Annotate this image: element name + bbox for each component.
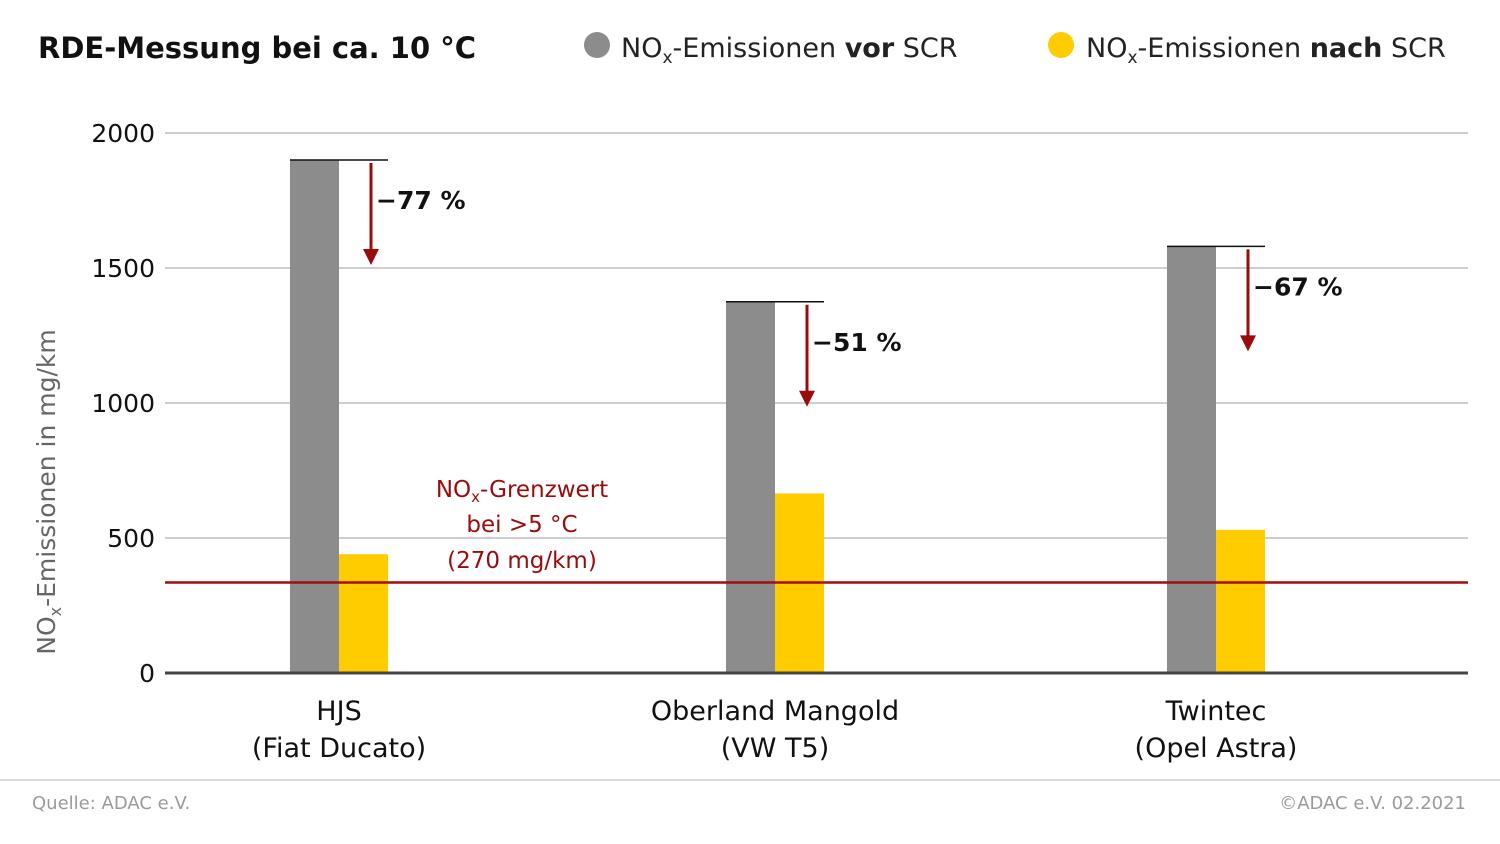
reduction-percentage: −51 %: [812, 328, 902, 357]
chart-title: RDE-Messung bei ca. 10 °C: [38, 31, 476, 65]
footer-source: Quelle: ADAC e.V.: [32, 793, 190, 814]
y-tick-label: 2000: [91, 119, 155, 148]
legend-marker-vor: [584, 32, 610, 58]
legend: NOx-Emissionen vor SCR NOx-Emissionen na…: [584, 32, 1446, 68]
category-label-line2: (Opel Astra): [1135, 733, 1298, 764]
bar-nach-scr: [1216, 529, 1265, 673]
category-label-line1: Oberland Mangold: [651, 696, 899, 727]
y-tick-label: 1500: [91, 254, 155, 283]
footer-copyright: ©ADAC e.V. 02.2021: [1279, 793, 1466, 814]
limit-label-line1: NOx-Grenzwert: [436, 477, 608, 506]
legend-marker-nach: [1048, 32, 1074, 58]
category-label-line2: (VW T5): [721, 733, 830, 764]
y-tick-label: 500: [107, 524, 155, 553]
category-label-line2: (Fiat Ducato): [252, 733, 426, 764]
x-category-labels: HJS (Fiat Ducato) Oberland Mangold (VW T5) T…: [252, 696, 1298, 764]
reduction-arrow-head: [1240, 335, 1256, 352]
bar-nach-scr: [339, 554, 388, 673]
category-label-line1: Twintec: [1165, 696, 1267, 727]
y-axis-label: NOx-Emissionen in mg/km: [32, 329, 65, 655]
legend-label-vor: NOx-Emissionen vor SCR: [621, 33, 958, 68]
limit-line-group: NOx-Grenzwert bei >5 °C (270 mg/km): [165, 477, 1468, 584]
bars: [165, 160, 1468, 675]
y-tick-label: 0: [139, 659, 155, 688]
reduction-percentage: −67 %: [1253, 272, 1343, 301]
legend-label-nach: NOx-Emissionen nach SCR: [1086, 33, 1446, 68]
limit-label-line2: bei >5 °C: [466, 512, 577, 538]
reduction-percentage: −77 %: [376, 186, 466, 215]
limit-label-line3: (270 mg/km): [447, 548, 597, 574]
y-tick-label: 1000: [91, 389, 155, 418]
bar-vor-scr: [290, 160, 339, 673]
bar-vor-scr: [1167, 246, 1216, 673]
reduction-arrow-head: [799, 390, 815, 407]
reduction-annotations: −77 % −51 % −67 %: [290, 159, 1343, 407]
y-ticks: 0 500 1000 1500 2000: [91, 119, 155, 688]
reduction-arrow-head: [363, 249, 379, 265]
bar-vor-scr: [726, 301, 775, 673]
category-label-line1: HJS: [316, 696, 361, 727]
